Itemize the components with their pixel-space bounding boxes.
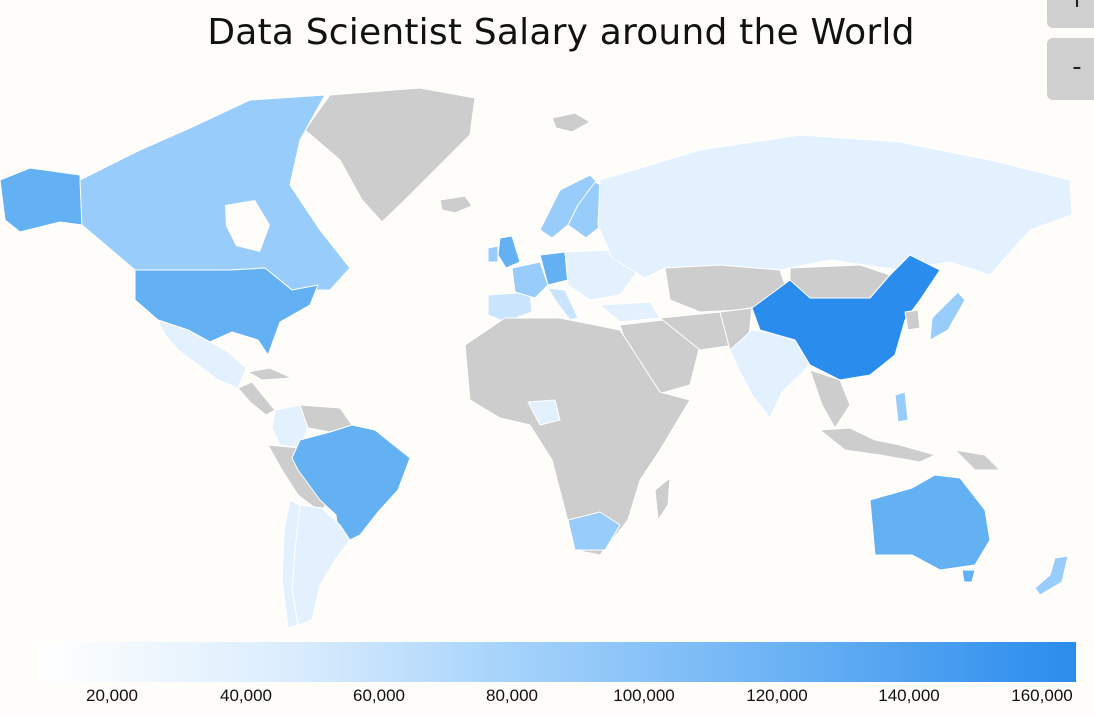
country-korea[interactable] [904,309,921,331]
country-chile[interactable] [281,499,301,629]
country-brazil[interactable] [291,424,411,546]
country-alaska[interactable] [0,167,83,233]
legend-tick: 160,000 [1011,686,1073,705]
country-russia[interactable] [597,134,1073,279]
zoom-in-button[interactable]: + [1047,0,1094,28]
legend-tick: 100,000 [613,686,675,705]
country-japan[interactable] [929,291,966,341]
hudson-bay [225,200,270,252]
country-svalbard[interactable] [551,112,591,133]
country-central-america[interactable] [237,381,276,416]
country-south-africa[interactable] [567,511,621,551]
country-new-zealand[interactable] [1034,555,1069,596]
legend-tick: 140,000 [878,686,940,705]
country-indonesia[interactable] [819,427,936,463]
country-france[interactable] [511,261,549,299]
country-china[interactable] [751,254,941,381]
legend-color-bar [38,642,1076,682]
country-turkey[interactable] [599,301,661,323]
country-caribbean[interactable] [247,367,293,381]
country-madagascar[interactable] [654,477,671,521]
country-ireland[interactable] [487,245,499,263]
zoom-out-button[interactable]: - [1047,38,1094,100]
country-australia[interactable] [869,474,991,571]
legend-tick: 120,000 [746,686,808,705]
country-iceland[interactable] [439,195,473,214]
country-italy[interactable] [547,287,579,321]
country-philippines[interactable] [894,391,909,423]
legend-tick: 60,000 [353,686,405,705]
country-africa[interactable] [464,317,691,556]
world-map [0,87,1073,629]
country-tasmania[interactable] [961,569,976,583]
country-nigeria[interactable] [527,399,561,426]
legend-tick: 20,000 [86,686,138,705]
country-papua-new-guinea[interactable] [954,449,1001,471]
map-title: Data Scientist Salary around the World [207,12,915,53]
country-uk[interactable] [497,235,521,269]
country-greenland[interactable] [304,87,476,223]
legend-tick: 40,000 [220,686,272,705]
country-southeast-asia[interactable] [809,369,851,429]
legend-tick: 80,000 [486,686,538,705]
